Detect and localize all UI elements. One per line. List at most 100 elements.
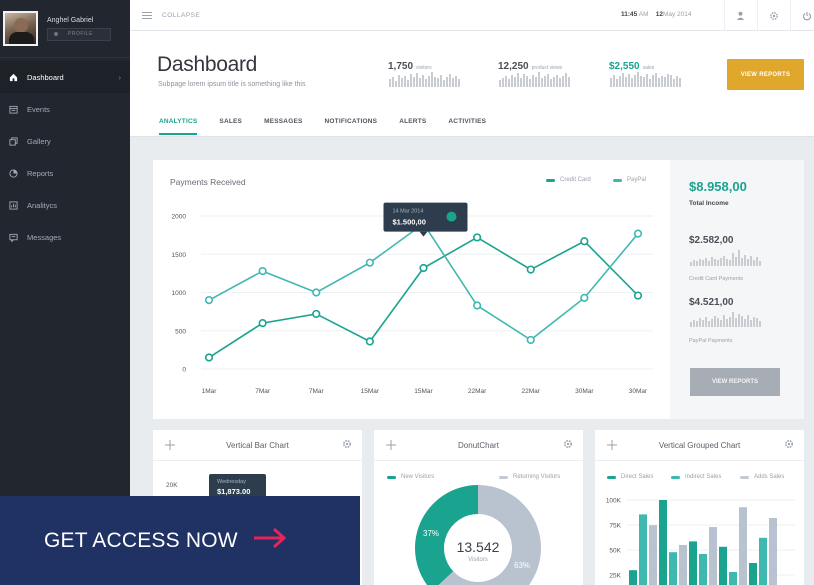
avatar[interactable] (3, 11, 38, 46)
legend-new-visitors[interactable]: New Visitors (387, 474, 434, 480)
paypal-label: PayPal Payments (689, 338, 733, 344)
tab-analytics[interactable]: ANALYTICS (159, 118, 198, 135)
data-point (365, 258, 374, 267)
gear-icon[interactable] (342, 439, 352, 451)
x-tick-label: 7Mar (309, 388, 325, 395)
x-tick-label: 15Mar (361, 388, 380, 395)
move-icon[interactable] (165, 440, 175, 452)
y-tick-label: 2000 (172, 214, 187, 221)
legend-swatch (546, 178, 555, 182)
profile-button[interactable]: PROFILE (47, 27, 111, 41)
page-title: Dashboard (157, 53, 258, 76)
data-point (526, 335, 535, 345)
clock-day: 12 (655, 11, 663, 18)
sidebar-item-events[interactable]: Events (0, 93, 130, 125)
legend-label: New Visitors (401, 474, 435, 480)
gallery-icon (8, 136, 19, 146)
card-title: DonutChart (458, 440, 499, 450)
bar (669, 552, 677, 585)
legend-indirect-sales[interactable]: Indirect Sales (671, 474, 721, 480)
y-tick-label: 1500 (172, 252, 187, 259)
chart-tooltip: 14 Mar 2014 $1.500,00 (383, 202, 468, 237)
sidebar-item-label: Analitycs (27, 200, 58, 210)
legend-label: Adds Sales (754, 474, 785, 480)
vertical-grouped-chart-card: Vertical Grouped Chart Direct Sales Indi… (595, 430, 804, 585)
gear-icon[interactable] (757, 0, 789, 31)
clock-month-year: May 2014 (662, 11, 692, 18)
chart-title: Payments Received (170, 177, 246, 187)
data-point (312, 309, 321, 319)
legend-swatch (740, 475, 749, 479)
sidebar-item-reports[interactable]: Reports (0, 157, 130, 189)
y-tick-label: 50K (609, 548, 621, 555)
tab-alerts[interactable]: ALERTS (399, 118, 427, 125)
power-icon[interactable] (790, 0, 814, 31)
get-access-banner[interactable]: GET ACCESS NOW (0, 496, 360, 585)
data-point (633, 229, 643, 238)
legend-paypal[interactable]: PayPal (613, 177, 646, 183)
sparkline (499, 72, 570, 87)
gear-icon[interactable] (784, 439, 794, 451)
series-line (208, 222, 639, 341)
data-point (473, 233, 482, 242)
sidebar-item-gallery[interactable]: Gallery (0, 125, 130, 157)
page-header: Dashboard Subpage lorem ipsum title is s… (130, 31, 814, 137)
gear-icon[interactable] (563, 439, 573, 451)
legend-label: Indirect Sales (685, 474, 722, 480)
stat-value: $2,550 (609, 61, 640, 72)
donut-center-label: Visitors (468, 557, 488, 563)
sidebar-item-analytics[interactable]: Analitycs (0, 189, 130, 221)
tab-activities[interactable]: ACTIVITIES (448, 118, 487, 125)
bar (759, 537, 767, 585)
income-view-reports-button[interactable]: VIEW REPORTS (690, 368, 780, 396)
view-reports-button[interactable]: VIEW REPORTS (727, 59, 804, 90)
sidebar-item-messages[interactable]: Messages (0, 221, 130, 253)
tab-sales[interactable]: SALES (219, 118, 243, 125)
legend-credit-card[interactable]: Credit Card (546, 177, 591, 183)
credit-card-label: Credit Card Payments (689, 276, 744, 282)
tab-messages[interactable]: MESSAGES (264, 118, 303, 125)
bar (709, 527, 717, 585)
x-tick-label: 30Mar (575, 388, 594, 395)
tooltip-value: $1,873.00 (217, 487, 251, 496)
sidebar-nav: Dashboard › Events Gallery Reports Anali… (0, 61, 130, 253)
donut-slice-returning (438, 485, 541, 585)
y-tick-label: 20K (166, 482, 178, 489)
grouped-bar-chart: 100K 75K 50K 25K (606, 498, 795, 585)
donut-slice-new (415, 485, 478, 585)
bar (629, 570, 637, 585)
legend-returning-visitors[interactable]: Returning Visitors (499, 474, 560, 480)
card-title: Vertical Grouped Chart (658, 440, 741, 450)
donut-returning-pct: 63% (514, 561, 531, 570)
move-icon[interactable] (607, 440, 617, 452)
bar (719, 546, 727, 585)
legend-direct-sales[interactable]: Direct Sales (607, 474, 653, 480)
legend-swatch (387, 475, 396, 479)
sidebar-item-label: Reports (27, 168, 54, 178)
cta-text: GET ACCESS NOW (44, 528, 238, 552)
stat-sales: $2,550 sales (609, 56, 654, 74)
stat-value: 1,750 (388, 61, 414, 72)
payments-line-chart: 0 500 1000 1500 2000 1Mar 7Mar 7Mar 15Mar 15Mar 22… (172, 202, 653, 395)
tab-notifications[interactable]: NOTIFICATIONS (324, 118, 378, 125)
data-point (473, 301, 482, 310)
user-icon (54, 32, 58, 36)
tooltip-box (383, 202, 468, 232)
chevron-right-icon: › (118, 72, 121, 82)
move-icon[interactable] (386, 440, 396, 452)
sidebar-item-dashboard[interactable]: Dashboard › (0, 61, 130, 93)
collapse-button[interactable]: COLLAPSE (142, 10, 200, 21)
clock-time: 11:45 (621, 11, 638, 18)
sidebar: Anghel Gabriel PROFILE Dashboard › Event… (0, 0, 130, 585)
x-tick-label: 22Mar (468, 388, 487, 395)
clock-meridiem: AM (638, 11, 649, 18)
pie-chart-icon (8, 168, 19, 178)
sidebar-item-label: Dashboard (27, 72, 64, 82)
bar (769, 518, 777, 585)
legend-swatch (613, 178, 622, 182)
total-income-value: $8.958,00 (689, 179, 747, 194)
arrow-right-icon (252, 527, 288, 554)
series-line (208, 236, 639, 359)
user-menu-icon[interactable] (724, 0, 756, 31)
legend-adds-sales[interactable]: Adds Sales (740, 474, 784, 480)
